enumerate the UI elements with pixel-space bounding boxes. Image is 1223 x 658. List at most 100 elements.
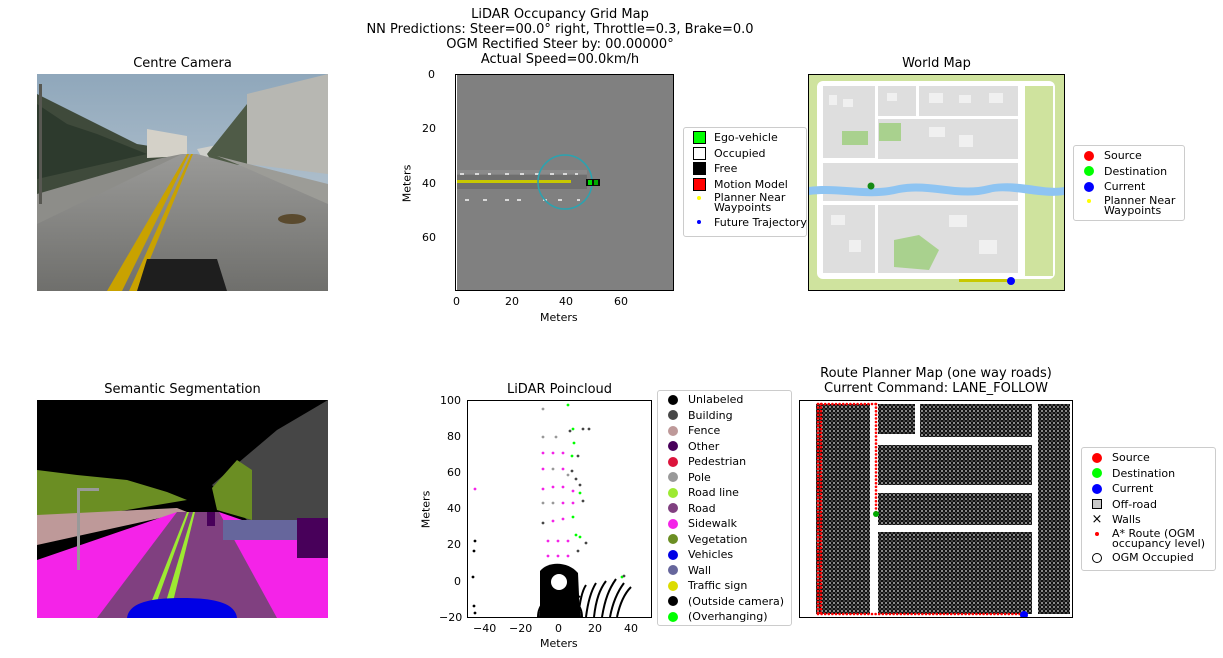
astar-route-dot	[874, 463, 878, 467]
lidar-point	[541, 435, 545, 439]
astar-route-dot	[874, 420, 878, 424]
astar-route-dot	[874, 435, 878, 438]
red-circle-icon	[1092, 452, 1102, 463]
legend-circle-icon	[668, 487, 678, 498]
astar-route-dot	[819, 600, 823, 604]
astar-route-dot	[816, 510, 820, 514]
astar-route-dot	[845, 402, 849, 406]
suptitle-line-1: LiDAR Occupancy Grid Map	[471, 7, 649, 22]
astar-route-dot	[917, 612, 921, 616]
lidar-point	[546, 554, 550, 558]
centre-camera-title: Centre Camera	[133, 56, 232, 71]
lidar-point	[576, 549, 580, 553]
gray-square-icon	[1092, 499, 1102, 510]
legend-circle-icon	[668, 611, 678, 622]
lidar-point	[571, 427, 575, 431]
lidar-point	[551, 485, 555, 489]
lidar-ytick-40: 40	[447, 502, 461, 515]
astar-route-dot	[935, 612, 939, 616]
ogm-plot	[455, 74, 674, 291]
astar-route-dot	[834, 402, 838, 406]
lidar-point	[551, 451, 555, 455]
astar-route-dot	[819, 435, 823, 438]
lidar-point	[472, 549, 476, 553]
legend-circle-icon	[668, 518, 678, 529]
astar-route-dot	[819, 496, 823, 499]
astar-route-dot	[816, 453, 820, 456]
astar-route-dot	[816, 424, 820, 427]
astar-route-dot	[877, 612, 881, 616]
astar-route-dot	[816, 496, 820, 499]
lidar-point	[541, 407, 545, 411]
semantic-image	[37, 400, 328, 618]
lidar-point	[541, 521, 545, 525]
astar-route-dot	[823, 612, 827, 616]
astar-route-dot	[895, 612, 899, 616]
semantic-title: Semantic Segmentation	[104, 382, 261, 397]
astar-route-dot	[867, 612, 870, 616]
lidar-point	[566, 539, 570, 543]
astar-route-dot	[820, 402, 823, 406]
ogm-xtick-0: 0	[453, 295, 460, 308]
astar-route-dot	[874, 474, 878, 478]
astar-route-dot	[816, 442, 820, 445]
astar-route-dot	[1011, 612, 1014, 616]
astar-route-dot	[816, 564, 820, 568]
astar-route-dot	[816, 607, 820, 611]
astar-route-dot	[816, 503, 820, 507]
astar-route-dot	[816, 575, 820, 579]
lidar-legend-item: Wall	[662, 564, 787, 577]
lidar-xtick-neg20: −20	[509, 622, 533, 635]
ogm-legend-occupied: Occupied	[688, 146, 802, 160]
lidar-point	[570, 469, 574, 473]
astar-route-dot	[816, 553, 820, 557]
astar-route-dot	[819, 553, 823, 557]
astar-route-dot	[874, 406, 878, 409]
astar-route-dot	[816, 528, 820, 532]
astar-route-dot	[816, 546, 820, 550]
astar-route-dot	[874, 499, 878, 503]
astar-route-dot	[816, 517, 820, 521]
astar-route-dot	[819, 409, 823, 413]
astar-route-dot	[816, 485, 820, 489]
lidar-legend-item: Fence	[662, 424, 787, 437]
astar-route-dot	[874, 456, 878, 460]
astar-route-dot	[819, 463, 823, 467]
astar-route-dot	[819, 431, 823, 435]
astar-route-dot	[978, 612, 982, 616]
astar-route-dot	[856, 612, 859, 616]
astar-route-dot	[831, 402, 834, 406]
astar-route-dot	[838, 612, 841, 616]
astar-route-dot	[1000, 612, 1003, 616]
route-planner-legend: Source Destination Current Off-road × Wal…	[1081, 447, 1216, 571]
astar-route-dot	[885, 612, 888, 616]
ogm-legend-waypoints: Planner Near Waypoints	[688, 192, 802, 213]
astar-route-dot	[816, 586, 820, 589]
lidar-point	[574, 477, 578, 481]
astar-route-dot	[975, 612, 978, 616]
ogm-legend-trajectory: Future Trajectory	[688, 216, 807, 229]
astar-route-dot	[874, 460, 878, 463]
astar-route-dot	[816, 431, 820, 435]
world-legend-source: Source	[1078, 149, 1180, 162]
lidar-legend-item: Other	[662, 440, 787, 453]
world-legend-destination: Destination	[1078, 165, 1180, 178]
astar-route-dot	[874, 431, 878, 435]
astar-route-dot	[816, 600, 820, 604]
route-legend-source: Source	[1086, 451, 1211, 464]
astar-route-dot	[816, 481, 820, 485]
lidar-title: LiDAR Poincloud	[506, 382, 613, 397]
lidar-point	[587, 427, 591, 431]
astar-route-dot	[852, 402, 856, 406]
astar-route-dot	[874, 417, 878, 420]
astar-route-dot	[816, 612, 820, 616]
astar-route-dot	[819, 561, 823, 564]
astar-route-dot	[867, 402, 870, 406]
astar-route-dot	[874, 438, 878, 442]
astar-route-dot	[819, 478, 823, 481]
lidar-point	[581, 499, 585, 503]
astar-route-dot	[838, 402, 841, 406]
astar-route-dot	[819, 589, 823, 593]
astar-route-dot	[819, 575, 823, 579]
astar-route-dot	[931, 612, 935, 616]
